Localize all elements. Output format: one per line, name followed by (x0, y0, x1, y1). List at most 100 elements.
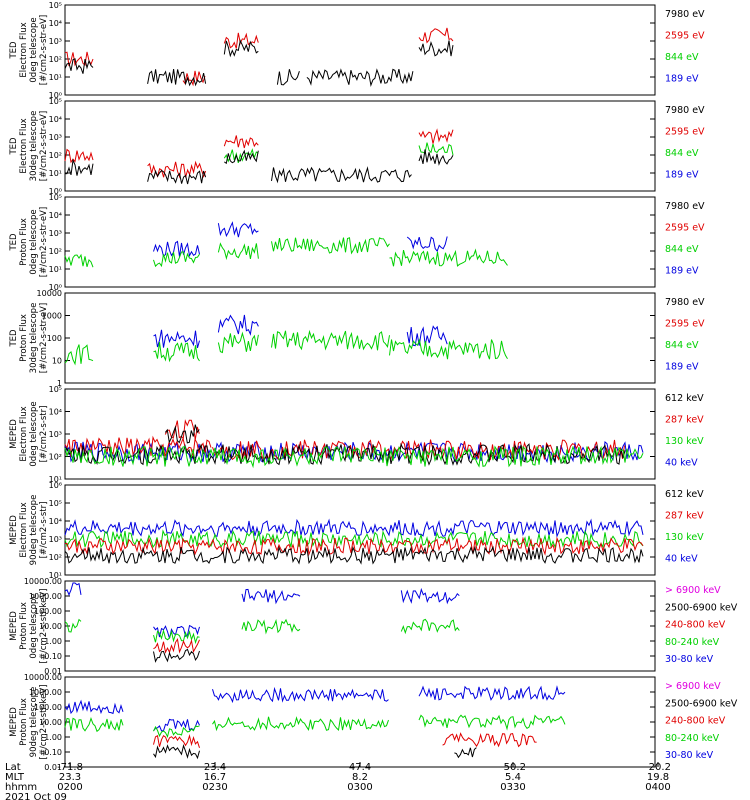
panel-8-legend-2: 2500-6900 keV (665, 698, 738, 709)
panel-1-legend-1: 7980 eV (665, 9, 705, 20)
x-tick-5-mlt: 19.8 (647, 772, 669, 783)
panel-7-ylabel-line: MEPED (9, 611, 19, 641)
panel-2-series-1-trace-4 (418, 128, 454, 144)
x-tick-2-lat: 23.4 (204, 762, 226, 773)
panel-6-series-1-trace-1 (64, 518, 644, 538)
panel-1-series-2-trace-3 (223, 39, 259, 58)
x-row-label-mlt: MLT (5, 772, 25, 783)
x-tick-1-time: 0200 (57, 782, 82, 793)
panel-8-series-1-trace-4 (418, 685, 566, 701)
panel-3-series-2-trace-5 (389, 248, 508, 267)
x-tick-5-time: 0400 (645, 782, 670, 793)
x-tick-5-lat: -20.2 (645, 762, 671, 773)
panel-2-ylabel-line: 30deg telescope (29, 111, 39, 182)
panel-8-legend-4: 80-240 keV (665, 733, 720, 744)
panel-5-ylabel-line: Electron Flux (19, 406, 29, 461)
panel-8-series-2-trace-1 (64, 716, 124, 733)
panel-2-ylabel-line: Electron Flux (19, 118, 29, 173)
panel-4-series-1-trace-3 (406, 325, 448, 347)
panel-4-ytick-label: 1 (57, 379, 62, 388)
panel-1-series-2-trace-1 (64, 58, 94, 74)
panel-7-ytick-label: 0.10 (44, 652, 62, 661)
panel-1-series-1-trace-4 (418, 27, 454, 44)
panel-1-legend-4: 189 eV (665, 73, 699, 84)
panel-1-ytick-label: 10⁴ (49, 19, 62, 28)
panel-8-ytick-label: 10.00 (39, 718, 62, 727)
panel-6-ylabel-line: [#/cm2-s-str] (39, 502, 49, 559)
panel-5-series-2-trace-2 (164, 419, 200, 440)
panel-8-frame (64, 676, 656, 768)
panel-7-legend-2: 2500-6900 keV (665, 602, 738, 613)
panel-6-ytick-label: 10² (49, 553, 62, 562)
panel-8-ytick-label: 100.00 (34, 703, 62, 712)
panel-1-series-2-trace-6 (418, 40, 454, 57)
x-tick-2-mlt: 16.7 (204, 772, 226, 783)
panel-4-series-2-trace-3 (217, 331, 259, 354)
panel-3-ylabel-line: [#/cm2-s-str-eV] (39, 207, 49, 277)
panel-4-ytick-label: 10 (52, 357, 62, 366)
panel-2-ytick-label: 10⁰ (49, 187, 62, 196)
x-tick-3-lat: 47.4 (349, 762, 371, 773)
panel-7-ytick-label: 10.00 (39, 622, 62, 631)
panel-2-series-3-trace-1 (64, 158, 94, 176)
panel-1-ytick-label: 10¹ (49, 73, 62, 82)
panel-4-ylabel-line: Proton Flux (19, 314, 29, 362)
panel-6-ylabel-line: MEPED (9, 515, 19, 545)
panel-8-series-2-trace-4 (418, 714, 566, 731)
panel-8-series-1-trace-2 (153, 718, 200, 732)
panel-1-ylabel-line: 0deg telescope (29, 17, 39, 82)
panel-5-legend-1: 612 keV (665, 393, 704, 404)
panel-7-series-2-trace-2 (153, 628, 200, 645)
panel-5-ylabel-line: [#/cm2-s-str] (39, 406, 49, 463)
panel-3-legend-4: 189 eV (665, 265, 699, 276)
x-tick-3-mlt: 8.2 (352, 772, 368, 783)
panel-1-series-1-trace-3 (223, 32, 259, 49)
panel-4-series-2-trace-5 (389, 338, 508, 360)
panel-5-series-4-trace-1 (64, 445, 644, 469)
panel-7-series-1-trace-4 (400, 587, 460, 605)
panel-4-legend-1: 7980 eV (665, 297, 705, 308)
panel-6-ytick-label: 10⁵ (49, 499, 62, 508)
panel-5-ytick-label: 10⁴ (49, 408, 62, 417)
x-tick-1-lat: -71.8 (57, 762, 83, 773)
panel-3-series-1-trace-1 (153, 240, 200, 258)
panel-8-ylabel-line: MEPED (9, 707, 19, 737)
x-tick-3-time: 0300 (347, 782, 372, 793)
panel-2-series-1-trace-3 (223, 135, 259, 149)
panel-3-ytick-label: 10⁴ (49, 211, 62, 220)
panel-7-series-1-trace-2 (153, 624, 200, 639)
panel-5-ytick-label: 10² (49, 453, 62, 462)
panel-7-ytick-label: 1000.00 (29, 592, 62, 601)
panel-6-ytick-label: 10⁶ (49, 481, 62, 490)
panel-7-series-4-trace-1 (153, 648, 200, 663)
panel-4-series-1-trace-1 (153, 329, 200, 349)
panel-8-series-2-trace-3 (212, 716, 389, 732)
panel-5-ylabel-line: 0deg telescope (29, 401, 39, 466)
panel-3-series-2-trace-4 (271, 237, 390, 255)
panel-8-series-4-trace-2 (454, 747, 477, 759)
panel-6-ytick-label: 10¹ (49, 571, 62, 580)
panel-2-frame (64, 100, 656, 192)
panel-2-series-3-trace-2 (147, 169, 207, 185)
panel-2-ytick-label: 10¹ (49, 169, 62, 178)
panel-7-ylabel-line: 0deg telescope (29, 593, 39, 658)
panel-7-ytick-label: 100.00 (34, 607, 62, 616)
panel-2-series-3-trace-3 (224, 149, 259, 165)
panel-1-ytick-label: 10⁵ (49, 1, 62, 10)
panel-5-legend-4: 40 keV (665, 457, 698, 468)
panel-8-ytick-label: 10000.00 (24, 673, 62, 682)
panel-2-ytick-label: 10⁴ (49, 115, 62, 124)
panel-5-series-3-trace-1 (164, 424, 200, 444)
panel-2-legend-3: 844 eV (665, 148, 699, 159)
panel-5-series-2-trace-1 (64, 435, 212, 458)
panel-3-frame (64, 196, 656, 288)
panel-7-series-3-trace-1 (153, 638, 200, 654)
panel-4-legend-4: 189 eV (665, 361, 699, 372)
panel-1-ylabel-line: [#/cm2-s-str-eV] (39, 15, 49, 85)
panel-7-ytick-label: 1.00 (44, 637, 62, 646)
panel-4-ylabel-line: [#/cm2-s-str-eV] (39, 303, 49, 373)
panel-6-legend-1: 612 keV (665, 489, 704, 500)
panel-7-frame (64, 580, 656, 672)
panel-6-ytick-label: 10⁴ (49, 517, 62, 526)
